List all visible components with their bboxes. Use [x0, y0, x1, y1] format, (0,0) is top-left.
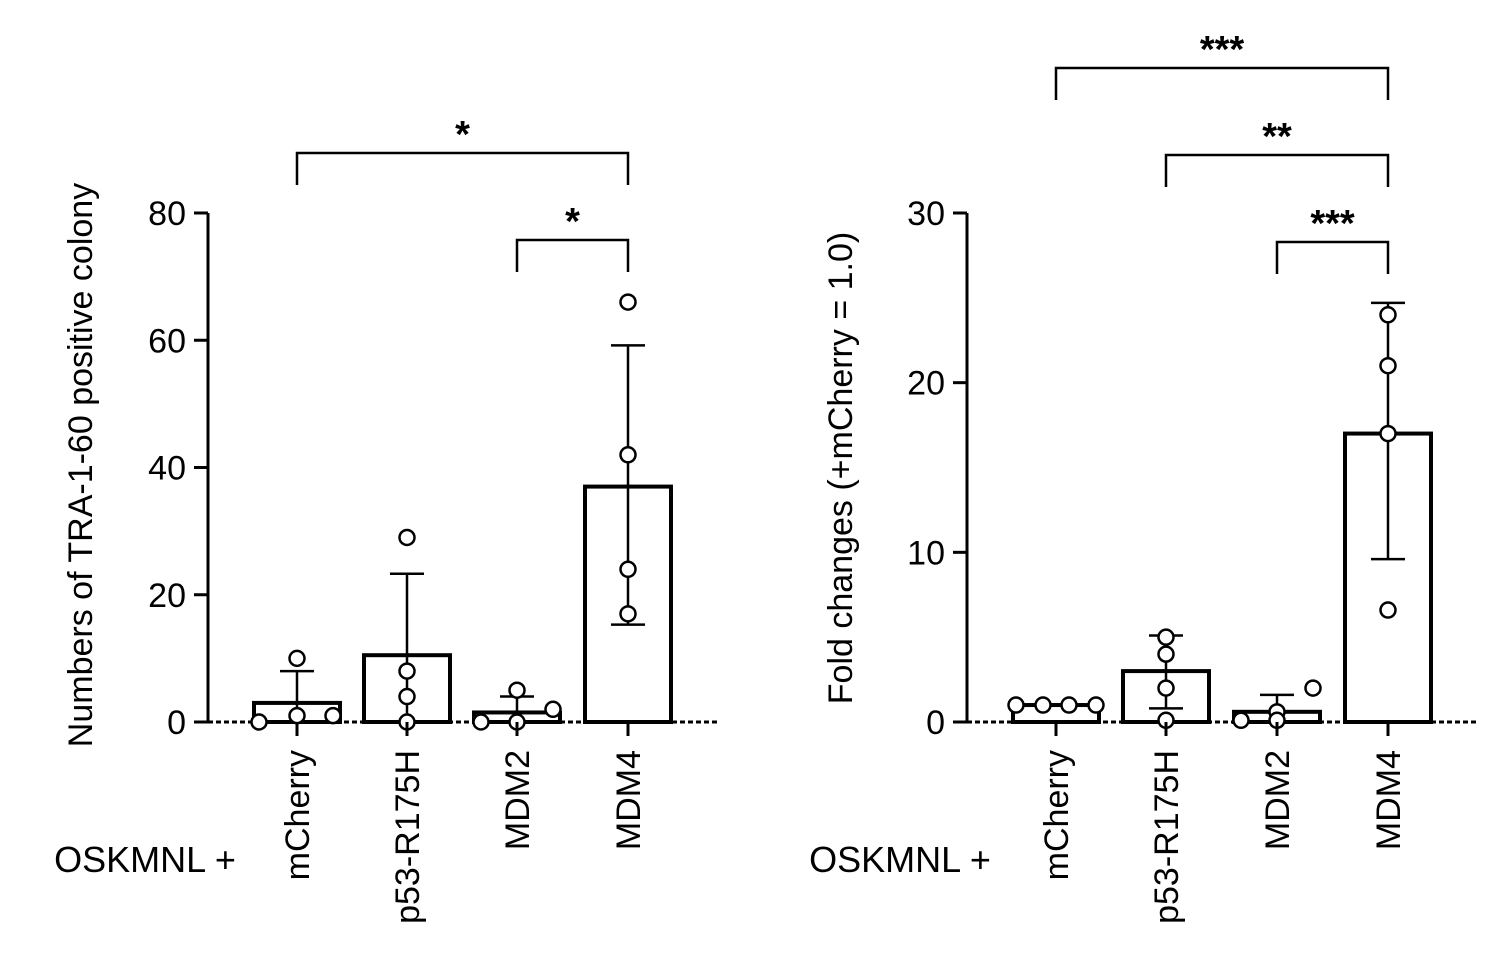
data-point — [472, 713, 490, 731]
significance-bracket — [1275, 240, 1390, 274]
data-point — [398, 687, 416, 706]
y-tick-label: 20 — [148, 577, 186, 615]
data-point — [619, 446, 637, 464]
data-point — [1087, 696, 1105, 714]
x-prefix-left: OSKMNL + — [54, 839, 236, 880]
y-tick-label: 0 — [167, 704, 186, 742]
data-point — [324, 706, 342, 725]
x-tick-label: p53-R175H — [389, 750, 427, 924]
significance-label: * — [455, 114, 470, 156]
x-tick-label: MDM4 — [610, 750, 648, 850]
significance-bracket — [1164, 153, 1390, 187]
y-tick-label: 10 — [907, 534, 945, 572]
data-point — [1034, 696, 1052, 714]
x-tick-label: MDM4 — [1370, 750, 1408, 850]
significance-bracket — [515, 238, 630, 272]
data-point — [619, 293, 637, 311]
y-tick-label: 20 — [907, 365, 945, 403]
data-point — [1304, 679, 1322, 697]
bar — [1343, 431, 1433, 724]
data-point — [1379, 356, 1397, 375]
y-tick-label: 60 — [148, 322, 186, 360]
panel-left: 0 20 40 60 80 Numbers of TRA-1-60 positive co… — [62, 114, 718, 924]
significance-label: ** — [1262, 116, 1292, 158]
significance-bracket — [295, 151, 630, 185]
data-point — [398, 662, 416, 680]
data-point — [1379, 424, 1397, 443]
y-axis-label: Fold changes (+mCherry = 1.0) — [822, 232, 860, 704]
significance-label: * — [565, 201, 580, 243]
data-point — [250, 713, 268, 731]
significance-label: *** — [1200, 29, 1245, 71]
x-tick-label: mCherry — [1038, 750, 1076, 880]
data-point — [1232, 711, 1250, 730]
data-point — [619, 560, 637, 579]
significance-label: *** — [1310, 203, 1355, 245]
x-prefix-right: OSKMNL + — [809, 839, 991, 880]
data-point — [398, 528, 416, 547]
data-point — [1157, 645, 1175, 663]
data-point — [1060, 696, 1078, 714]
x-tick-label: mCherry — [279, 750, 317, 880]
data-point — [544, 700, 562, 719]
x-tick-label: MDM2 — [499, 750, 537, 850]
y-tick-label: 40 — [148, 450, 186, 488]
data-point — [1157, 679, 1175, 697]
significance-bracket — [1054, 66, 1390, 100]
data-point — [1007, 696, 1025, 714]
y-tick-label: 0 — [926, 704, 945, 742]
y-axis-label: Numbers of TRA-1-60 positive colony — [62, 183, 100, 747]
y-tick-label: 30 — [907, 195, 945, 233]
x-tick-label: MDM2 — [1259, 750, 1297, 850]
data-point — [288, 649, 306, 668]
bar — [1011, 703, 1101, 724]
data-point — [1379, 601, 1397, 619]
y-tick-label: 80 — [148, 195, 186, 233]
data-point — [288, 706, 306, 725]
x-tick-label: p53-R175H — [1148, 750, 1186, 924]
data-point — [1379, 306, 1397, 324]
panel-right: 0 10 20 30 Fold changes (+mCherry = 1.0) mChe… — [822, 29, 1478, 924]
data-point — [508, 681, 526, 699]
data-point — [1157, 628, 1175, 646]
data-point — [619, 605, 637, 623]
